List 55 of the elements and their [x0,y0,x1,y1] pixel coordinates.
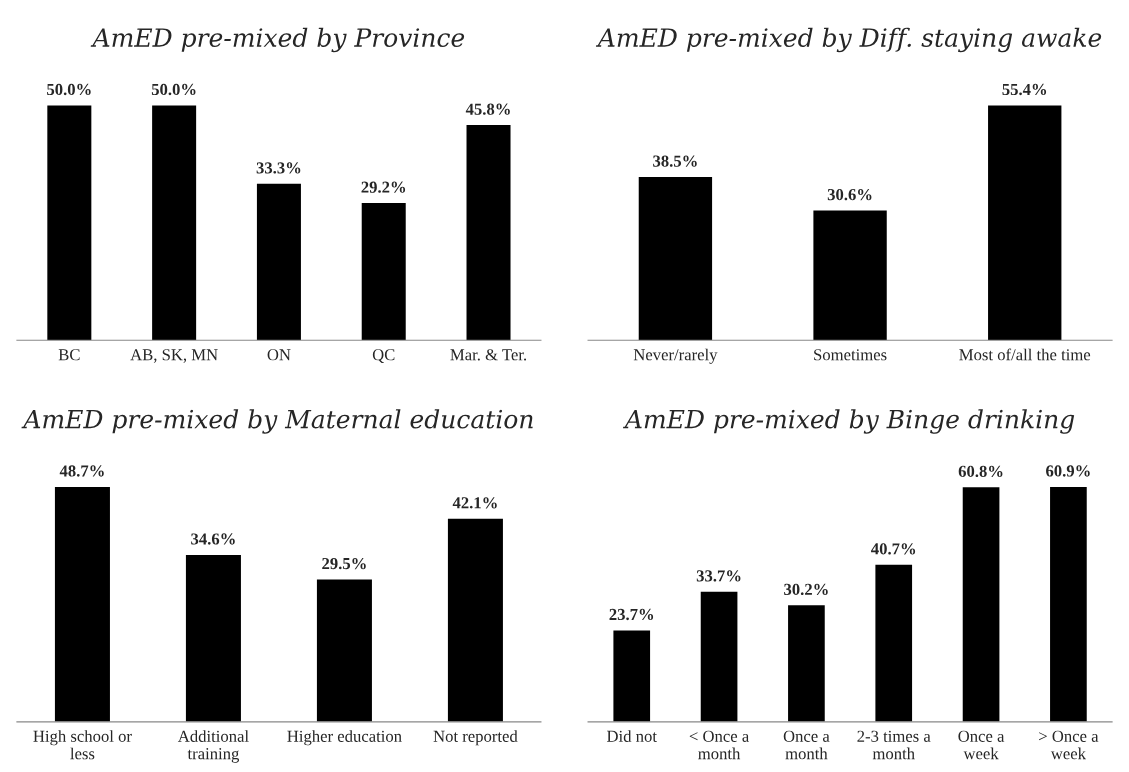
x-tick-label: QC [372,349,395,363]
bar [788,605,825,722]
data-label: 48.7% [59,465,104,477]
bar [962,487,1000,722]
data-label: 33.3% [256,162,301,174]
bar [466,125,511,341]
data-label: 60.9% [1046,465,1090,477]
bar [1050,486,1087,722]
chart-title: AmED pre-mixed by Diff. staying awake [595,27,1102,53]
x-tick-label: Did not [606,730,657,742]
x-tick-label: 2-3 times a month [857,730,931,760]
data-label: 34.6% [191,533,235,545]
bar [700,591,738,722]
data-label: 33.7% [696,570,741,582]
data-label: 30.6% [827,188,872,201]
x-tick-label: Most of/all the time [959,348,1091,361]
data-label: 40.7% [871,543,916,555]
bar [152,105,197,341]
x-tick-label: Mar. & Ter. [450,349,527,361]
data-label: 45.8% [465,103,510,115]
x-tick-label: BC [58,349,80,361]
data-label: 30.2% [784,583,828,596]
x-tick-label: < Once a month [689,730,749,760]
chart-title: AmED pre-mixed by Binge drinking [623,409,1075,434]
data-label: 50.0% [151,83,196,96]
x-tick-label: Higher education [287,730,402,746]
bar [256,183,301,341]
chart-title: AmED pre-mixed by Maternal education [21,409,533,434]
bar [185,554,241,722]
bar [316,579,372,722]
data-label: 55.4% [1002,83,1047,96]
data-label: 29.2% [361,181,406,193]
x-tick-label: High school or less [33,730,132,760]
x-tick-label: ON [267,349,291,361]
data-label: 29.5% [322,557,366,570]
data-label: 38.5% [653,155,697,167]
x-tick-label: > Once a week [1039,730,1099,760]
x-tick-label: Sometimes [814,349,887,361]
chart-title: AmED pre-mixed by Province [90,27,465,53]
bar [54,486,110,722]
bar [613,630,651,722]
x-tick-label: Additional training [177,730,249,763]
data-label: 42.1% [452,497,497,509]
data-label: 23.7% [609,608,654,621]
x-tick-label: Not reported [433,730,518,746]
data-label: 60.8% [958,465,1003,478]
x-tick-label: Once a week [958,730,1005,760]
bar [875,564,913,722]
data-label: 50.0% [47,83,91,96]
bar [447,518,503,722]
bar [47,105,92,341]
bar [361,203,406,341]
x-tick-label: Once a month [783,730,830,760]
x-tick-label: AB, SK, MN [130,349,218,363]
x-tick-label: Never/rarely [633,348,718,364]
